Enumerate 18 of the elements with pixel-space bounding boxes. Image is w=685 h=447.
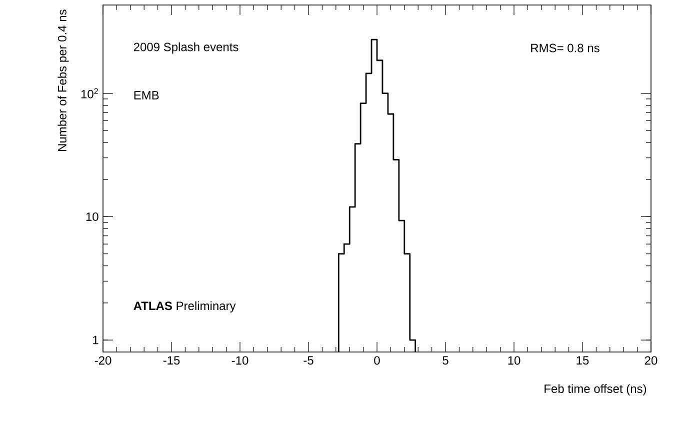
x-tick-label: -15 <box>163 356 180 365</box>
x-tick-label: -20 <box>94 356 112 365</box>
y-tick-label: 10 <box>86 212 98 221</box>
x-tick-label: 15 <box>576 356 589 365</box>
x-tick-label: 0 <box>374 356 380 365</box>
annotation: EMB <box>134 91 159 100</box>
annotation: RMS= 0.8 ns <box>531 44 600 52</box>
y-tick-label: 10$^{2}$ <box>81 88 98 98</box>
x-tick-label: 10 <box>508 356 520 365</box>
x-tick-label: -10 <box>232 356 248 365</box>
annotation: 2009 Splash events <box>134 42 238 54</box>
x-tick-label: 20 <box>644 356 658 365</box>
x-tick-label: 5 <box>442 356 448 365</box>
y-tick-label: 1 <box>93 336 98 344</box>
y-axis-title: Number of Febs per 0.4 ns <box>58 10 69 151</box>
x-tick-label: -5 <box>304 356 314 365</box>
annotation: ATLAS Preliminary <box>134 301 236 312</box>
x-axis-title: Feb time offset (ns) <box>544 384 646 396</box>
